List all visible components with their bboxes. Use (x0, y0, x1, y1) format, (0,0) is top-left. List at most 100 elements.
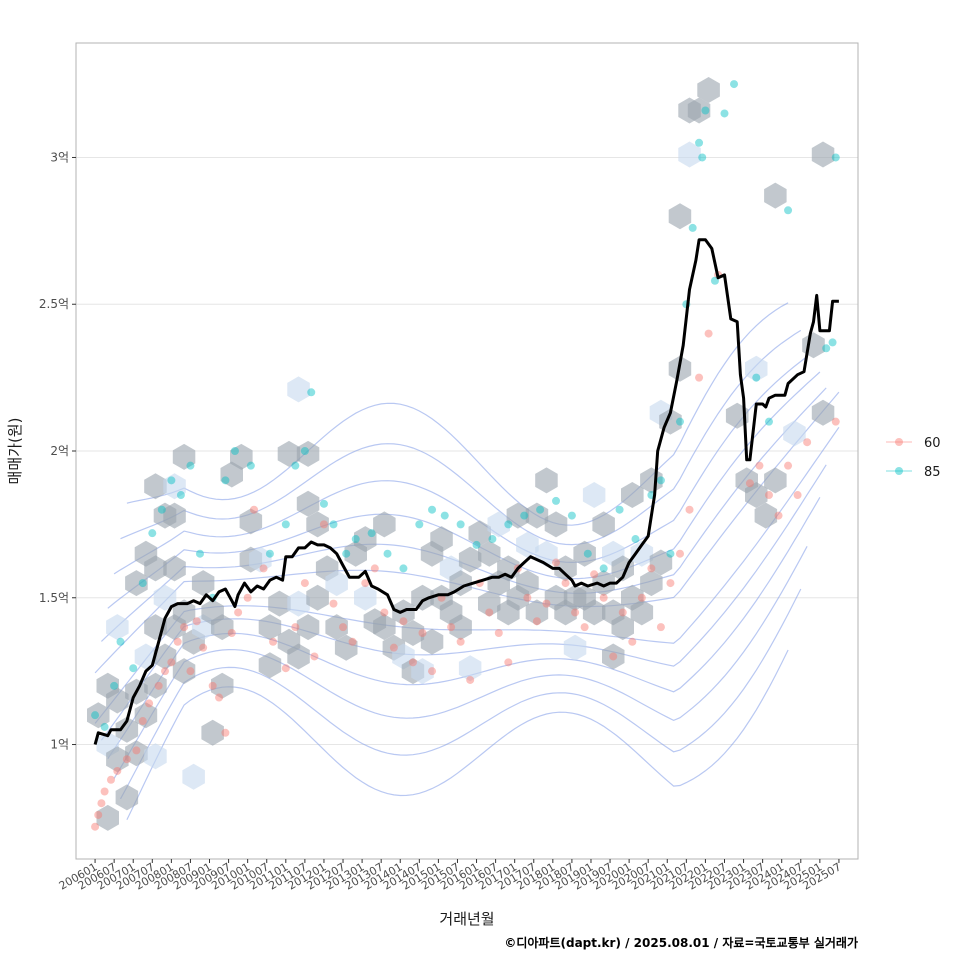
hexbin-cell (306, 584, 329, 611)
scatter-point-85 (129, 664, 138, 673)
x-axis-title: 거래년월 (439, 910, 494, 928)
hexbin-cell (458, 655, 482, 682)
hexbin-cell (172, 658, 196, 685)
scatter-point-60 (122, 755, 131, 764)
hexbin-cell (506, 502, 530, 529)
scatter-point-60 (250, 505, 259, 514)
scatter-point-85 (822, 344, 831, 353)
density-contour-line (107, 371, 821, 609)
hexbin-cell (573, 540, 596, 567)
hexbin-cell (277, 440, 301, 467)
scatter-point-60 (281, 664, 290, 673)
hexbin-cell (449, 614, 472, 641)
scatter-point-60 (138, 717, 147, 726)
scatter-point-60 (94, 810, 103, 819)
scatter-point-60 (399, 617, 408, 626)
hexbin-cell (125, 570, 148, 597)
legend-key-point (895, 467, 903, 475)
scatter-point-85 (176, 491, 185, 500)
hexbin-cell (621, 482, 644, 508)
hexbin-cell (411, 658, 434, 685)
scatter-point-85 (656, 476, 665, 485)
hexbin-cell (764, 467, 787, 494)
scatter-point-60 (764, 491, 773, 500)
y-tick-label: 3억 (50, 150, 69, 164)
hexbin-cell (211, 614, 234, 641)
y-tick-label: 1.5억 (39, 591, 69, 605)
scatter-point-85 (91, 711, 100, 720)
scatter-point-60 (173, 637, 182, 646)
scatter-point-60 (656, 623, 665, 632)
scatter-point-60 (361, 579, 370, 588)
scatter-point-60 (269, 637, 278, 646)
hexbin-cell (516, 531, 539, 558)
hexbin-cell (554, 555, 577, 582)
hexbin-cell (468, 520, 491, 547)
scatter-point-60 (666, 579, 675, 588)
hexbin-cell (115, 784, 139, 811)
y-axis-title: 매매가(원) (6, 418, 24, 485)
hexbin-cell (678, 141, 701, 168)
scatter-point-85 (428, 505, 437, 514)
hexbin-cell (592, 511, 615, 538)
scatter-point-85 (599, 564, 608, 573)
hexbin-cell (334, 634, 358, 661)
scatter-point-60 (628, 637, 637, 646)
scatter-point-85 (367, 529, 376, 538)
scatter-point-60 (106, 775, 115, 784)
scatter-point-60 (704, 329, 713, 338)
density-contour-line (113, 356, 808, 575)
scatter-point-85 (536, 505, 545, 514)
scatter-point-60 (552, 558, 561, 567)
hexbin-cell (754, 502, 778, 529)
hexbin-cell (401, 620, 425, 646)
hexbin-cell (230, 443, 253, 470)
hexbin-cell (287, 376, 310, 403)
density-contour-line (126, 302, 789, 526)
hexbin-cell (163, 555, 186, 582)
legend-label-85: 85 (924, 465, 941, 480)
scatter-point-85 (230, 447, 239, 455)
scatter-point-60 (609, 652, 618, 661)
scatter-point-60 (100, 787, 109, 796)
hexbin-cell (745, 355, 768, 382)
hexbin-cell (783, 420, 806, 447)
hexbin-cell (287, 590, 310, 617)
scatter-point-85 (701, 106, 710, 115)
hexbin-cell (87, 702, 110, 729)
density-contour-line (120, 329, 802, 546)
hexbin-cell (668, 203, 692, 230)
hexbin-cell (525, 599, 549, 626)
hexbin-cell (153, 643, 177, 670)
scatter-point-60 (215, 693, 224, 702)
hexbin-cell (172, 443, 196, 470)
scatter-point-60 (456, 637, 465, 646)
scatter-point-85 (631, 535, 640, 544)
hexbin-cell (296, 440, 320, 467)
scatter-point-85 (246, 461, 255, 470)
scatter-point-85 (157, 505, 166, 514)
scatter-point-85 (319, 499, 328, 508)
scatter-point-85 (195, 549, 204, 558)
moving-average-layer (93, 238, 839, 745)
hexbin-cell (125, 740, 148, 767)
scatter-point-85 (520, 511, 529, 520)
hexbin-cell (420, 628, 444, 655)
hexbin-cell (258, 614, 282, 641)
scatter-point-60 (319, 520, 328, 529)
hexbin-cell (449, 570, 472, 597)
hexbin-cell (611, 614, 634, 641)
scatter-point-60 (647, 564, 656, 573)
legend-label-60: 60 (924, 436, 941, 451)
scatter-point-85 (472, 540, 481, 549)
y-tick-label: 2억 (50, 444, 69, 458)
y-tick-label: 1억 (50, 738, 69, 752)
scatter-point-60 (186, 667, 195, 676)
scatter-point-60 (380, 608, 389, 617)
scatter-point-85 (675, 417, 684, 426)
legend-key-point (895, 438, 903, 446)
hexbin-cell (811, 399, 835, 426)
scatter-point-85 (186, 461, 195, 470)
scatter-point-60 (745, 479, 754, 488)
hexbin-cell (487, 511, 510, 538)
